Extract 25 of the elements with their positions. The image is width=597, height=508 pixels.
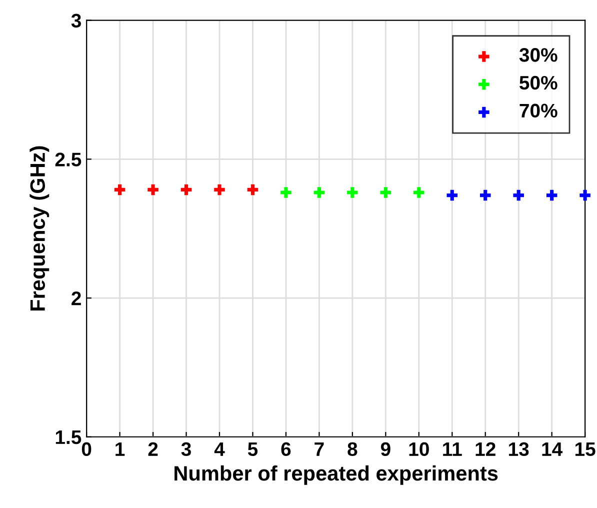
x-tick-label: 10 — [409, 442, 429, 456]
x-tick-label: 2 — [148, 442, 158, 456]
x-tick-label: 4 — [214, 442, 225, 456]
x-tick-label: 9 — [380, 442, 390, 456]
x-tick-label: 3 — [181, 442, 191, 456]
x-axis-title: Number of repeated experiments — [174, 465, 498, 485]
x-tick-label: 5 — [248, 442, 258, 456]
legend-label: 70% — [520, 104, 558, 118]
x-tick-label: 14 — [542, 442, 563, 456]
x-tick-label: 8 — [348, 442, 358, 456]
y-tick-label: 3 — [71, 14, 81, 28]
x-tick-label: 15 — [575, 442, 596, 456]
x-tick-label: 1 — [116, 442, 125, 456]
y-tick-label: 2 — [72, 291, 81, 306]
x-tick-label: 0 — [82, 442, 92, 456]
x-tick-label: 13 — [509, 442, 529, 456]
x-tick-label: 7 — [314, 442, 324, 456]
y-tick-label: 2.5 — [55, 152, 82, 166]
legend-label: 50% — [520, 76, 558, 90]
x-tick-label: 6 — [281, 442, 291, 456]
x-tick-label: 11 — [443, 442, 462, 456]
y-tick-label: 1.5 — [56, 430, 82, 444]
legend-label: 30% — [519, 48, 558, 62]
y-axis-title: Frequency (GHz) — [30, 146, 50, 311]
x-tick-label: 12 — [476, 442, 496, 456]
